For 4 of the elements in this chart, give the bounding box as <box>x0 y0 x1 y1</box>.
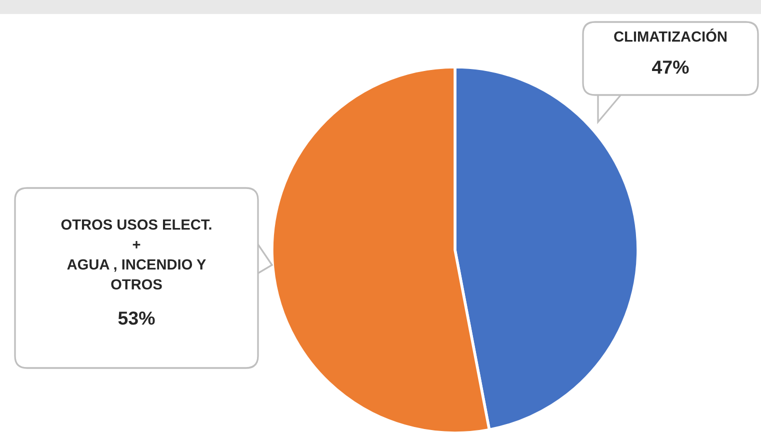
data-label: 53% <box>118 311 155 325</box>
slice-label: CLIMATIZACIÓN <box>614 28 726 42</box>
slice-label: OTROS USOS ELECT. + AGUA , INCENDIO Y OTROS <box>61 219 212 290</box>
data-label: 47% <box>652 60 689 74</box>
